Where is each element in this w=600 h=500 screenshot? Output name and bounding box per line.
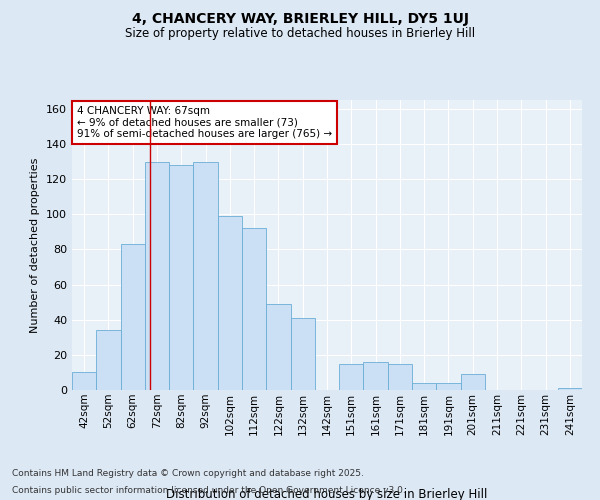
Text: Size of property relative to detached houses in Brierley Hill: Size of property relative to detached ho… [125,28,475,40]
Bar [388,364,412,390]
Bar [96,330,121,390]
Bar [218,216,242,390]
Bar [290,318,315,390]
Bar [461,374,485,390]
Text: 4, CHANCERY WAY, BRIERLEY HILL, DY5 1UJ: 4, CHANCERY WAY, BRIERLEY HILL, DY5 1UJ [131,12,469,26]
Bar [436,383,461,390]
Bar [72,372,96,390]
Bar [558,388,582,390]
Bar [169,165,193,390]
Text: Contains public sector information licensed under the Open Government Licence v3: Contains public sector information licen… [12,486,406,495]
Text: Contains HM Land Registry data © Crown copyright and database right 2025.: Contains HM Land Registry data © Crown c… [12,468,364,477]
Bar [364,362,388,390]
Bar [121,244,145,390]
X-axis label: Distribution of detached houses by size in Brierley Hill: Distribution of detached houses by size … [166,488,488,500]
Y-axis label: Number of detached properties: Number of detached properties [31,158,40,332]
Bar [145,162,169,390]
Bar [412,383,436,390]
Bar [339,364,364,390]
Bar [266,304,290,390]
Bar [193,162,218,390]
Bar [242,228,266,390]
Text: 4 CHANCERY WAY: 67sqm
← 9% of detached houses are smaller (73)
91% of semi-detac: 4 CHANCERY WAY: 67sqm ← 9% of detached h… [77,106,332,139]
